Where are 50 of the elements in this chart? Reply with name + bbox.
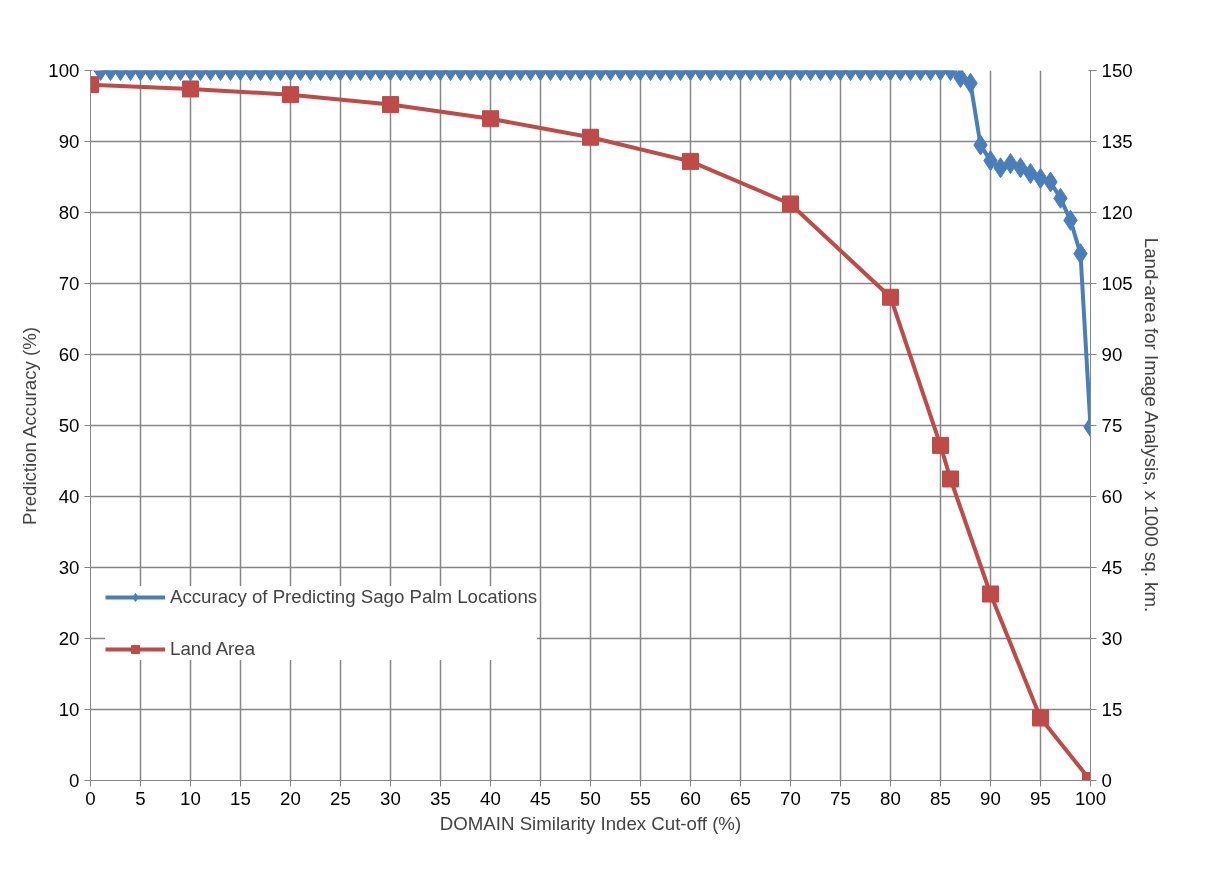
y2-tick-label: 120 [1101, 202, 1133, 223]
y2-tick-label: 105 [1101, 273, 1133, 294]
x-tick-label: 15 [230, 787, 251, 809]
y-axis-title: Prediction Accuracy (%) [19, 327, 41, 526]
x-axis-title: DOMAIN Similarity Index Cut-off (%) [439, 812, 742, 834]
x-tick-label: 20 [280, 787, 301, 809]
x-tick-label: 95 [1030, 787, 1051, 809]
y-tick-label: 80 [58, 202, 80, 223]
y-tick-label: 10 [58, 699, 80, 720]
y-tick-label: 0 [69, 770, 80, 791]
x-tick-label: 50 [580, 787, 601, 809]
x-tick-label: 55 [630, 787, 651, 809]
y-tick-label: 60 [58, 344, 80, 365]
y2-tick-label: 60 [1101, 486, 1123, 507]
y-tick-label: 70 [58, 273, 80, 294]
x-tick-label: 65 [730, 787, 751, 809]
point [1032, 709, 1049, 727]
point [982, 585, 999, 603]
x-tick-label: 5 [135, 787, 146, 809]
x-tick-label: 60 [680, 787, 701, 809]
legend-label: Accuracy of Predicting Sago Palm Locations [170, 586, 538, 608]
x-tick-label: 35 [430, 787, 451, 809]
x-tick-label: 85 [930, 787, 951, 809]
y2-tick-label: 90 [1101, 344, 1123, 365]
x-tick-label: 80 [880, 787, 901, 809]
legend-label: Land Area [170, 638, 256, 660]
x-tick-label: 10 [180, 787, 201, 809]
x-tick-label: 75 [830, 787, 851, 809]
y-tick-label: 90 [58, 131, 80, 152]
y-tick-label: 40 [58, 486, 80, 507]
point [942, 470, 959, 488]
y-tick-label: 100 [48, 60, 80, 81]
y-tick-label: 20 [58, 628, 80, 649]
y2-tick-label: 135 [1101, 131, 1133, 152]
x-tick-label: 30 [380, 787, 401, 809]
x-tick-label: 70 [780, 787, 801, 809]
y2-axis-title: Land-area for Image Analysis, x 1000 sq. km. [1140, 237, 1162, 613]
x-tick-label: 40 [480, 787, 501, 809]
x-tick-label: 0 [85, 787, 96, 809]
point [932, 436, 949, 454]
y2-tick-label: 30 [1101, 628, 1123, 649]
x-tick-label: 45 [530, 787, 551, 809]
x-tick-label: 90 [980, 787, 1001, 809]
y2-tick-label: 15 [1101, 699, 1123, 720]
y-tick-label: 30 [58, 557, 80, 578]
x-tick-label: 25 [330, 787, 351, 809]
y2-tick-label: 75 [1101, 415, 1123, 436]
y-tick-label: 50 [58, 415, 80, 436]
y2-tick-label: 45 [1101, 557, 1123, 578]
y2-tick-label: 150 [1101, 60, 1133, 81]
